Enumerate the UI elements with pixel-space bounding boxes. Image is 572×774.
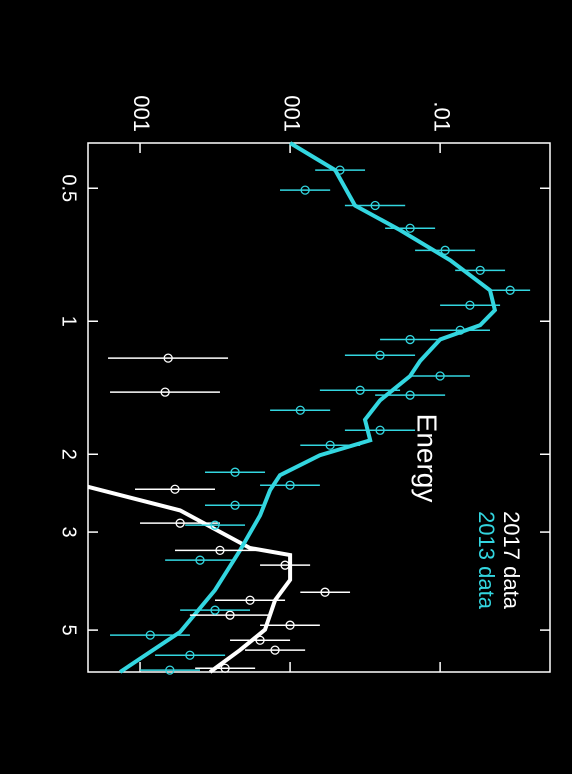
data-point — [405, 334, 415, 345]
x-tick-label: 5 — [58, 625, 80, 636]
data-point — [170, 484, 180, 494]
data-point — [405, 390, 415, 400]
data-point — [245, 595, 255, 605]
data-point — [195, 555, 205, 565]
x-tick-label: 0.5 — [58, 174, 80, 202]
data-point — [145, 630, 155, 640]
x-tick-label: 3 — [58, 527, 80, 538]
x-axis-label: Energy — [412, 414, 443, 503]
data-point — [375, 350, 385, 360]
data-point — [210, 605, 220, 615]
data-point — [440, 245, 450, 255]
data-point — [335, 165, 345, 175]
x-tick-label: 1 — [58, 316, 80, 327]
data-point — [270, 645, 280, 655]
data-point — [230, 467, 240, 477]
legend-entry: 2013 data — [474, 511, 499, 610]
y-tick-label: .01 — [429, 101, 454, 132]
data-point — [325, 440, 335, 450]
legend-entry: 2017 data — [499, 511, 524, 610]
plot-frame — [87, 142, 551, 673]
data-point — [475, 265, 485, 275]
y-tick-label: 001 — [129, 95, 154, 132]
data-point — [375, 425, 385, 435]
data-point — [300, 185, 310, 195]
data-point — [215, 545, 225, 556]
data-point — [175, 518, 185, 528]
data-point — [285, 480, 295, 490]
x-tick-label: 2 — [58, 449, 80, 460]
data-point — [370, 200, 380, 211]
data-point — [355, 385, 365, 395]
model-line — [118, 141, 498, 674]
data-point — [455, 325, 465, 335]
data-point — [210, 520, 220, 530]
data-point — [465, 300, 475, 310]
y-tick-label: 001 — [279, 95, 304, 132]
data-point — [435, 371, 445, 381]
data-point — [163, 353, 173, 363]
data-point — [505, 285, 515, 295]
data-point — [405, 223, 415, 233]
data-point — [220, 663, 230, 673]
data-point — [185, 650, 195, 660]
data-point — [255, 635, 265, 645]
data-point — [295, 405, 305, 415]
data-point — [230, 500, 240, 510]
data-point — [160, 387, 170, 397]
data-point — [165, 665, 175, 675]
data-point — [225, 610, 235, 620]
data-point — [285, 620, 295, 630]
data-point — [280, 560, 290, 570]
data-point — [320, 587, 330, 597]
